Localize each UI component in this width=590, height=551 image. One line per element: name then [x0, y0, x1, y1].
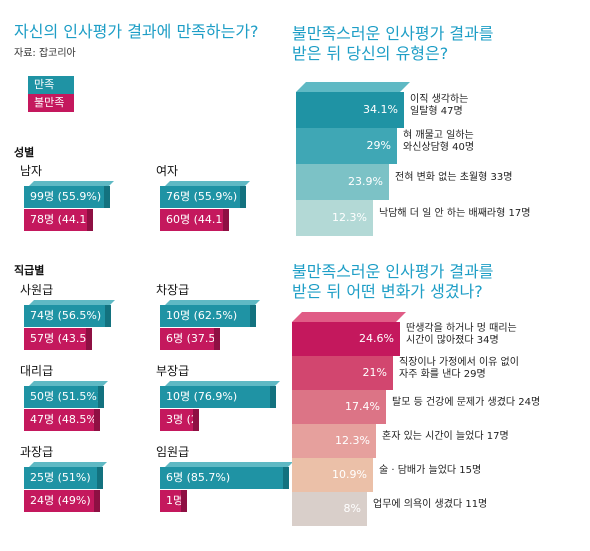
stack-item-label: 탈모 등 건강에 문제가 생겼다 24명 — [392, 397, 541, 408]
stack-layer — [292, 424, 376, 458]
stack-item-label: 혀 깨물고 일하는 — [403, 130, 474, 141]
stack-layer — [292, 322, 400, 356]
unsatisfied-bar: 78명 (44.1%) — [24, 209, 101, 231]
bar-side-face — [214, 328, 220, 350]
rank-group-label: 직급별 — [14, 264, 45, 277]
stack-label-box: 직장이나 가정에서 이유 없이 자주 화를 낸다 29명 — [397, 357, 521, 381]
unsatisfied-bar: 6명 (37.5%) — [160, 328, 230, 350]
stack-label-box: 혀 깨물고 일하는 와신상담형 40명 — [401, 130, 477, 154]
unsatisfied-bar: 1명 (14.3%) — [160, 490, 230, 512]
stack-label-box: 혼자 있는 시간이 늘었다 17명 — [380, 431, 511, 443]
unsatisfied-bar: 60명 (44.1%) — [160, 209, 237, 231]
stack-item-label: 업무에 의욕이 생겼다 11명 — [373, 499, 488, 510]
stack-layer — [292, 390, 386, 424]
bar-side-face — [86, 328, 92, 350]
stack-top-face — [292, 312, 406, 322]
stack-item-label: 술 · 담배가 늘었다 15명 — [379, 465, 482, 476]
stack-layer — [296, 92, 404, 128]
stack-layer — [296, 128, 397, 164]
category-label: 과장급 — [20, 445, 54, 459]
category-label: 사원급 — [20, 283, 54, 297]
stack-layer — [292, 356, 393, 390]
stack-layer — [292, 492, 367, 526]
stack-label-box: 이직 생각하는 일탈형 47명 — [408, 94, 471, 118]
stack-pct-label: 12.3% — [332, 211, 367, 224]
stack-top-face — [296, 82, 410, 92]
unsatisfied-bar: 24명 (49%) — [24, 490, 94, 512]
bar-side-face — [105, 305, 111, 327]
category-label: 차장급 — [156, 283, 190, 297]
category-label: 임원급 — [156, 445, 190, 459]
stack-label-box: 탈모 등 건강에 문제가 생겼다 24명 — [390, 397, 543, 409]
stack-item-label-line2: 시간이 많아졌다 34명 — [406, 335, 499, 346]
satisfied-bar: 10명 (62.5%) — [160, 305, 250, 327]
gender-group-label: 성별 — [14, 146, 35, 159]
bar-side-face — [270, 386, 276, 408]
type-chart-title-line1: 불만족스러운 인사평가 결과를 — [292, 24, 494, 43]
unsatisfied-bar: 57명 (43.5%) — [24, 328, 101, 350]
stack-pct-label: 21% — [362, 366, 387, 379]
legend-unsatisfied: 불만족 — [28, 94, 74, 112]
satisfied-bar: 6명 (85.7%) — [160, 467, 283, 489]
stack-item-label-line2: 일탈형 47명 — [410, 106, 463, 117]
unsatisfied-bar: 47명 (48.5%) — [24, 409, 101, 431]
satisfied-bar: 25명 (51%) — [24, 467, 97, 489]
unsatisfied-bar: 3명 (23.1%) — [160, 409, 230, 431]
stack-layer — [292, 458, 373, 492]
category-label: 부장급 — [156, 364, 190, 378]
stack-pct-label: 34.1% — [363, 103, 398, 116]
source-label: 자료: 잡코리아 — [14, 48, 76, 59]
stack-item-label: 이직 생각하는 — [410, 94, 469, 105]
satisfied-bar: 50명 (51.5%) — [24, 386, 101, 408]
stack-layer — [296, 164, 389, 200]
category-label: 남자 — [20, 164, 43, 178]
left-chart-title: 자신의 인사평가 결과에 만족하는가? — [14, 22, 259, 41]
change-chart-title-line1: 불만족스러운 인사평가 결과를 — [292, 262, 494, 281]
stack-item-label: 혼자 있는 시간이 늘었다 17명 — [382, 431, 509, 442]
stack-item-label: 전혀 변화 없는 초월형 33명 — [395, 172, 513, 183]
bar-side-face — [283, 467, 289, 489]
stack-label-box: 전혀 변화 없는 초월형 33명 — [393, 172, 515, 184]
bar-side-face — [250, 305, 256, 327]
stack-label-box: 딴생각을 하거나 멍 때리는 시간이 많아졌다 34명 — [404, 323, 519, 347]
bar-side-face — [87, 209, 93, 231]
stack-layer — [296, 200, 373, 236]
stack-item-label: 직장이나 가정에서 이유 없이 — [399, 357, 519, 368]
stack-pct-label: 12.3% — [335, 434, 370, 447]
stack-label-box: 업무에 의욕이 생겼다 11명 — [371, 499, 490, 511]
bar-side-face — [94, 490, 100, 512]
stack-pct-label: 8% — [343, 502, 361, 515]
stack-label-box: 술 · 담배가 늘었다 15명 — [377, 465, 484, 477]
bar-side-face — [181, 490, 187, 512]
bar-side-face — [223, 209, 229, 231]
satisfied-bar: 10명 (76.9%) — [160, 386, 270, 408]
satisfied-bar: 74명 (56.5%) — [24, 305, 105, 327]
stack-item-label: 낙담해 더 일 안 하는 배째라형 17명 — [379, 208, 531, 219]
stack-pct-label: 24.6% — [359, 332, 394, 345]
stack-pct-label: 10.9% — [332, 468, 367, 481]
satisfied-bar: 76명 (55.9%) — [160, 186, 240, 208]
change-chart-title-line2: 받은 뒤 어떤 변화가 생겼나? — [292, 282, 483, 301]
stack-label-box: 낙담해 더 일 안 하는 배째라형 17명 — [377, 208, 533, 220]
stack-pct-label: 17.4% — [345, 400, 380, 413]
stack-pct-label: 23.9% — [348, 175, 383, 188]
stack-item-label: 딴생각을 하거나 멍 때리는 — [406, 323, 517, 334]
stack-item-label-line2: 자주 화를 낸다 29명 — [399, 369, 486, 380]
type-chart-title-line2: 받은 뒤 당신의 유형은? — [292, 44, 449, 63]
category-label: 대리급 — [20, 364, 54, 378]
bar-side-face — [193, 409, 199, 431]
bar-side-face — [104, 186, 110, 208]
category-label: 여자 — [156, 164, 179, 178]
legend-satisfied: 만족 — [28, 76, 74, 94]
bar-side-face — [97, 467, 103, 489]
bar-side-face — [98, 386, 104, 408]
bar-side-face — [240, 186, 246, 208]
bar-side-face — [94, 409, 100, 431]
satisfied-bar: 99명 (55.9%) — [24, 186, 104, 208]
stack-pct-label: 29% — [366, 139, 391, 152]
stack-item-label-line2: 와신상담형 40명 — [403, 142, 475, 153]
